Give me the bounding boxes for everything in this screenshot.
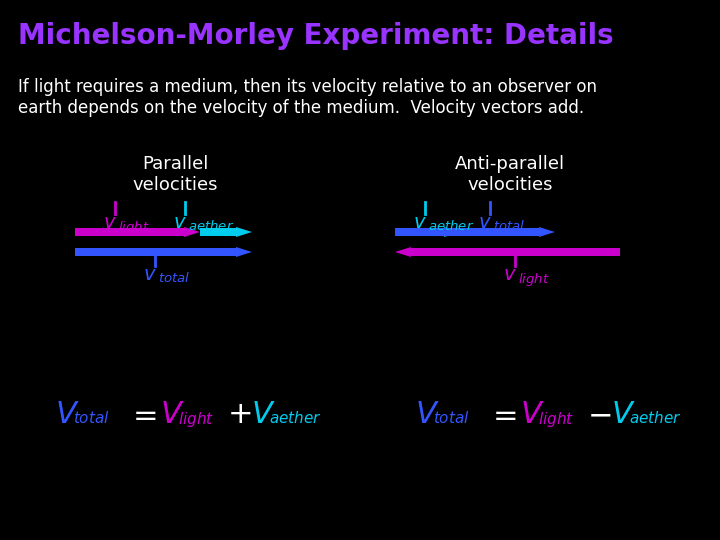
Text: $\mathit{v}$: $\mathit{v}$ (173, 213, 186, 232)
Text: $\mathit{aether}$: $\mathit{aether}$ (629, 410, 682, 426)
Text: $=$: $=$ (487, 400, 517, 429)
FancyArrow shape (75, 227, 200, 237)
Text: $\mathit{v}$: $\mathit{v}$ (478, 213, 492, 232)
Text: $\mathit{light}$: $\mathit{light}$ (518, 271, 550, 288)
Text: Parallel
velocities: Parallel velocities (132, 155, 217, 194)
Text: If light requires a medium, then its velocity relative to an observer on
earth d: If light requires a medium, then its vel… (18, 78, 597, 117)
Text: $\mathit{total}$: $\mathit{total}$ (493, 219, 526, 233)
Text: $\mathit{light}$: $\mathit{light}$ (538, 410, 575, 429)
Text: $\mathit{total}$: $\mathit{total}$ (433, 410, 469, 426)
FancyArrow shape (395, 227, 555, 237)
Text: $-$: $-$ (587, 400, 611, 429)
Text: $\mathit{aether}$: $\mathit{aether}$ (269, 410, 322, 426)
Text: $\mathit{V}$: $\mathit{V}$ (251, 400, 276, 429)
Text: $\mathit{aether}$: $\mathit{aether}$ (428, 219, 474, 233)
Text: $\mathit{v}$: $\mathit{v}$ (503, 265, 517, 284)
FancyArrow shape (395, 227, 460, 237)
Text: $\mathit{v}$: $\mathit{v}$ (413, 213, 427, 232)
Text: Michelson-Morley Experiment: Details: Michelson-Morley Experiment: Details (18, 22, 613, 50)
Text: $\mathit{V}$: $\mathit{V}$ (55, 400, 80, 429)
Text: $=$: $=$ (127, 400, 157, 429)
Text: $\mathit{V}$: $\mathit{V}$ (415, 400, 440, 429)
FancyArrow shape (395, 247, 620, 257)
Text: $\mathit{V}$: $\mathit{V}$ (160, 400, 184, 429)
Text: $\mathit{V}$: $\mathit{V}$ (611, 400, 636, 429)
FancyArrow shape (75, 247, 252, 257)
FancyArrow shape (200, 227, 252, 237)
Text: $+$: $+$ (227, 400, 251, 429)
Text: $\mathit{v}$: $\mathit{v}$ (143, 265, 157, 284)
Text: $\mathit{light}$: $\mathit{light}$ (118, 219, 150, 236)
Text: $\mathit{v}$: $\mathit{v}$ (103, 213, 117, 232)
Text: $\mathit{total}$: $\mathit{total}$ (73, 410, 109, 426)
Text: $\mathit{total}$: $\mathit{total}$ (158, 271, 190, 285)
Text: $\mathit{V}$: $\mathit{V}$ (520, 400, 544, 429)
Text: $\mathit{light}$: $\mathit{light}$ (178, 410, 215, 429)
Text: Anti-parallel
velocities: Anti-parallel velocities (455, 155, 565, 194)
Text: $\mathit{aether}$: $\mathit{aether}$ (188, 219, 234, 233)
